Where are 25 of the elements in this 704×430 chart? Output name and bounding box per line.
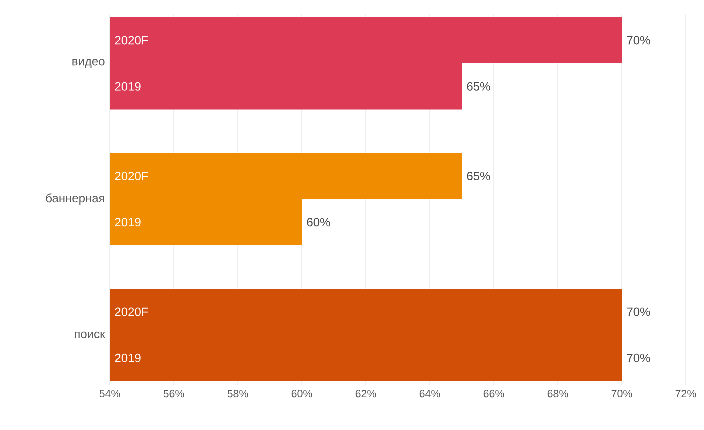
data-label: 70%	[627, 308, 650, 316]
text: 2020F	[115, 308, 148, 316]
text: 2019	[115, 218, 141, 227]
x-tick-label: 68%	[548, 390, 568, 398]
x-tick-label: 70%	[612, 390, 632, 398]
text: 2019	[115, 354, 141, 362]
data-label: 65%	[467, 82, 490, 91]
y-tick-label: поиск	[75, 332, 106, 338]
text: 2020F	[115, 172, 148, 181]
x-tick-label: 72%	[676, 390, 696, 398]
data-label: 70%	[627, 354, 650, 362]
x-tick-label: 60%	[292, 390, 312, 398]
x-tick-label: 56%	[164, 390, 184, 398]
data-label: 70%	[627, 36, 650, 45]
data-label: 65%	[467, 172, 490, 181]
y-tick-label: баннерная	[46, 194, 104, 205]
data-label: 60%	[307, 218, 330, 227]
x-tick-label: 62%	[356, 390, 376, 398]
series-label: 2019	[115, 82, 141, 91]
x-tick-label: 58%	[228, 390, 248, 398]
x-tick-label: 54%	[100, 390, 120, 398]
x-tick-label: 64%	[420, 390, 440, 398]
x-tick-label: 66%	[484, 390, 504, 398]
y-tick-label: видео	[72, 59, 105, 68]
series-label: 2020F	[115, 36, 148, 45]
